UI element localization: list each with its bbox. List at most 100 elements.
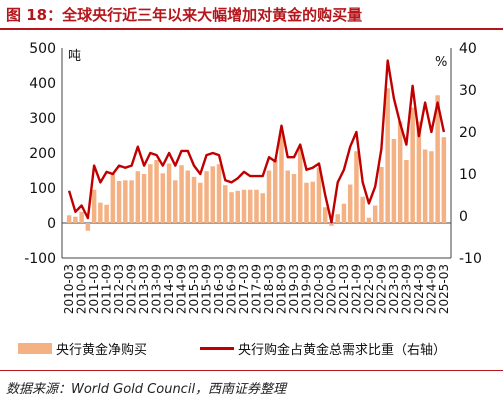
x-tick-label: 2021-03 <box>337 264 351 314</box>
y-left-tick-label: 0 <box>47 216 56 232</box>
bar <box>310 181 315 223</box>
legend-bar-swatch <box>18 342 52 354</box>
bar <box>148 164 153 223</box>
y-left-tick-label: 200 <box>29 146 56 162</box>
x-tick-labels: 2010-032010-092011-032011-092012-032012-… <box>62 264 451 314</box>
x-tick-label: 2017-09 <box>250 264 264 314</box>
bar <box>110 174 116 223</box>
bar <box>241 189 247 223</box>
bar <box>173 180 178 223</box>
bar <box>422 149 428 223</box>
bar <box>198 182 203 223</box>
legend-item-line: 央行购金占黄金总需求比重（右轴） <box>200 336 446 360</box>
bar <box>248 189 253 223</box>
x-tick-label: 2012-09 <box>125 264 139 314</box>
bar <box>91 189 97 223</box>
x-tick-label: 2019-03 <box>287 264 301 314</box>
bar <box>216 164 222 223</box>
y-right-tick-label: 20 <box>459 125 477 141</box>
bar <box>379 167 384 223</box>
x-tick-label: 2025-03 <box>437 264 451 314</box>
legend-line-label: 央行购金占黄金总需求比重（右轴） <box>238 342 447 358</box>
bar <box>297 147 303 223</box>
bar <box>285 170 290 223</box>
bar <box>116 181 122 223</box>
y-left-tick-label: 500 <box>29 41 56 57</box>
y-right-tick-labels: -10 0 10 20 30 40 <box>459 41 482 267</box>
bar <box>160 173 166 223</box>
x-tick-label: 2013-03 <box>137 264 151 314</box>
bar <box>372 205 378 223</box>
bar <box>185 170 191 223</box>
bar <box>85 223 91 231</box>
bar <box>141 174 147 223</box>
x-tick-label: 2015-03 <box>187 264 201 314</box>
bar <box>335 214 340 223</box>
bar <box>235 190 241 223</box>
bar <box>435 95 440 223</box>
bar <box>304 182 309 223</box>
y-left-tick-label: 100 <box>29 181 56 197</box>
bar <box>441 137 447 223</box>
x-tick-label: 2021-09 <box>349 264 363 314</box>
bar <box>179 165 184 223</box>
x-tick-label: 2013-09 <box>150 264 164 314</box>
x-tick-label: 2022-09 <box>374 264 388 314</box>
y-right-unit-label: % <box>435 55 447 70</box>
line-series <box>67 59 446 224</box>
bar <box>329 223 334 226</box>
x-tick-label: 2016-09 <box>225 264 239 314</box>
title-bar: 图 18：全球央行近三年以来大幅增加对黄金的购买量 <box>0 0 503 30</box>
bar <box>66 215 72 223</box>
x-tick-label: 2014-09 <box>175 264 189 314</box>
bar <box>166 163 172 223</box>
legend-line-swatch <box>200 346 234 350</box>
x-tick-label: 2018-03 <box>262 264 276 314</box>
bar <box>229 192 234 223</box>
bar <box>360 196 365 223</box>
x-tick-label: 2022-03 <box>362 264 376 314</box>
bar-series <box>66 88 447 231</box>
bar <box>98 202 103 223</box>
bar <box>123 180 128 223</box>
bar <box>279 133 284 223</box>
y-left-tick-labels: -100 0 100 200 300 400 500 <box>24 41 56 267</box>
y-right-tick-label: 10 <box>459 167 477 183</box>
bar <box>322 207 328 223</box>
y-left-tick-label: -100 <box>24 251 56 267</box>
x-tick-label: 2020-03 <box>312 264 326 314</box>
x-tick-label: 2023-09 <box>399 264 413 314</box>
bar <box>104 204 109 223</box>
bar <box>73 216 78 223</box>
bar <box>272 160 278 223</box>
bar <box>429 151 434 223</box>
bar <box>341 203 347 223</box>
y-right-tick-label: 40 <box>459 41 477 57</box>
x-tick-label: 2023-03 <box>387 264 401 314</box>
x-tick-label: 2016-03 <box>212 264 226 314</box>
bar <box>135 171 141 223</box>
x-tick-label: 2014-03 <box>162 264 176 314</box>
x-tick-label: 2017-03 <box>237 264 251 314</box>
source-divider <box>0 370 503 371</box>
bar <box>366 217 372 223</box>
bar <box>154 160 159 223</box>
x-tick-label: 2024-09 <box>424 264 438 314</box>
bar <box>79 211 84 223</box>
bar <box>223 185 228 223</box>
y-left-tick-label: 300 <box>29 111 56 127</box>
bar <box>210 166 216 223</box>
ratio-line <box>67 59 446 224</box>
x-tick-label: 2024-03 <box>412 264 426 314</box>
bar <box>204 171 209 223</box>
bar <box>254 189 259 223</box>
x-tick-label: 2015-09 <box>200 264 214 314</box>
bar <box>354 151 359 223</box>
y-left-unit-label: 吨 <box>68 49 81 64</box>
legend-bar-label: 央行黄金净购买 <box>56 342 148 358</box>
source-note: 数据来源：World Gold Council，西南证券整理 <box>6 382 287 397</box>
bar <box>397 121 403 223</box>
y-left-tick-label: 400 <box>29 76 56 92</box>
